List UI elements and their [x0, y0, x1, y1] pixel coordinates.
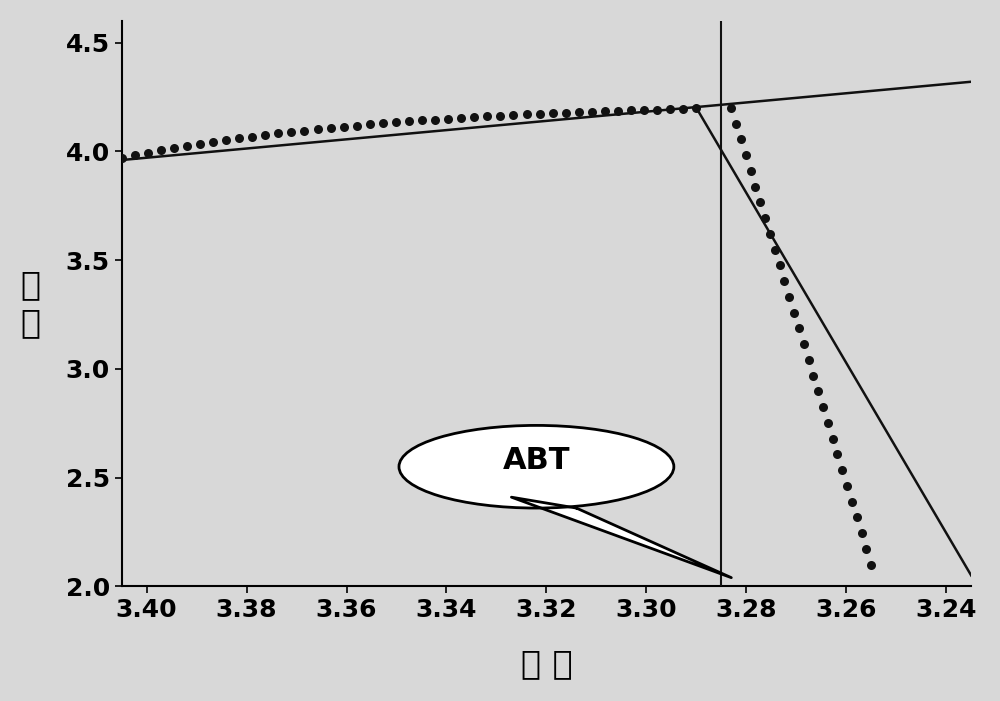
Ellipse shape [399, 426, 674, 508]
X-axis label: 温 度: 温 度 [521, 647, 572, 680]
Y-axis label: 心
率: 心 率 [21, 268, 41, 339]
Text: ABT: ABT [503, 446, 570, 475]
Polygon shape [511, 497, 731, 578]
